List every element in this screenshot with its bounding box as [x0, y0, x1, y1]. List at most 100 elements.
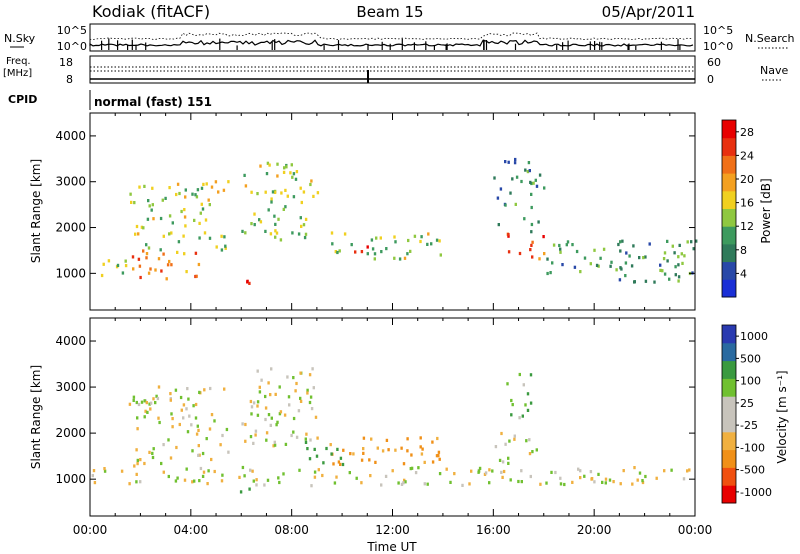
power-panel: 1000 2000 3000 4000 Slant Range [km]	[29, 112, 698, 311]
data-cell	[692, 247, 695, 251]
data-cell	[400, 446, 403, 450]
data-cell	[161, 198, 164, 202]
data-cell	[239, 490, 243, 494]
data-cell	[641, 480, 645, 485]
data-cell	[169, 456, 173, 460]
data-cell	[449, 480, 452, 484]
data-cell	[366, 245, 369, 249]
data-cell	[499, 187, 503, 191]
data-cell	[546, 257, 549, 261]
data-cell	[528, 452, 532, 456]
colorbar-swatch	[722, 449, 736, 468]
data-cell	[102, 262, 105, 266]
data-cell	[420, 235, 423, 239]
data-cell	[256, 404, 259, 408]
data-cell	[413, 234, 417, 238]
data-cell	[619, 240, 622, 244]
colorbar-tick-label: 100	[740, 375, 761, 388]
data-cell	[410, 453, 413, 457]
data-cell	[436, 436, 439, 441]
data-cell	[423, 460, 426, 464]
data-cell	[337, 460, 341, 464]
colorbar-swatch	[722, 120, 736, 139]
data-cell	[619, 482, 622, 486]
data-cell	[252, 479, 255, 483]
data-cell	[514, 202, 517, 206]
data-cell	[145, 252, 149, 256]
data-cell	[132, 267, 135, 271]
data-cell	[391, 469, 394, 473]
data-cell	[530, 243, 533, 247]
data-cell	[406, 252, 409, 256]
data-cell	[677, 275, 681, 279]
data-cell	[241, 422, 244, 426]
data-cell	[184, 195, 187, 199]
data-cell	[370, 238, 374, 242]
data-cell	[159, 248, 162, 252]
colorbar-swatch	[722, 467, 736, 486]
data-cell	[668, 277, 671, 281]
data-cell	[187, 397, 190, 401]
data-cell	[273, 214, 276, 218]
data-cell	[266, 161, 270, 165]
data-cell	[330, 231, 334, 235]
data-cell	[280, 191, 283, 195]
data-cell	[206, 482, 209, 486]
data-cell	[146, 217, 150, 221]
data-cell	[170, 412, 173, 416]
data-cell	[136, 458, 139, 462]
data-cell	[304, 217, 308, 221]
data-cell	[267, 413, 271, 417]
data-cell	[355, 476, 358, 480]
data-cell	[419, 436, 422, 440]
data-cell	[509, 191, 512, 195]
data-cell	[207, 198, 210, 202]
data-cell	[137, 257, 141, 261]
data-cell	[298, 468, 301, 472]
data-cell	[253, 223, 256, 227]
data-cell	[196, 188, 200, 192]
data-cell	[135, 472, 138, 476]
data-cell	[520, 480, 523, 484]
colorbar-swatch	[722, 431, 736, 451]
colorbar-swatch	[722, 325, 736, 344]
data-cell	[264, 406, 268, 410]
data-cell	[409, 249, 412, 253]
data-cell	[311, 367, 314, 371]
data-cell	[304, 440, 308, 444]
data-cell	[518, 251, 522, 256]
data-cell	[615, 268, 618, 272]
data-cell	[124, 264, 128, 268]
data-cell	[171, 221, 174, 225]
data-cell	[677, 279, 680, 283]
data-cell	[253, 212, 256, 216]
data-cell	[631, 482, 634, 486]
data-cell	[274, 222, 277, 226]
data-cell	[103, 469, 107, 473]
y-tick-label: 4000	[55, 129, 86, 143]
data-cell	[312, 386, 315, 390]
data-cell	[670, 468, 673, 472]
data-cell	[254, 429, 258, 433]
data-cell	[148, 204, 151, 208]
data-cell	[193, 479, 196, 483]
data-cell	[195, 274, 198, 278]
data-cell	[530, 205, 533, 210]
data-cell	[309, 438, 312, 442]
data-cell	[150, 208, 153, 212]
data-cell	[182, 403, 186, 407]
data-cell	[529, 474, 532, 479]
data-cell	[139, 480, 142, 484]
data-cell	[248, 487, 251, 491]
data-cell	[674, 265, 677, 269]
data-cell	[305, 432, 308, 436]
data-cell	[559, 476, 562, 480]
data-cell	[270, 197, 273, 201]
data-cell	[303, 236, 307, 240]
colorbar-swatch	[722, 279, 736, 298]
data-cell	[523, 217, 526, 221]
data-cell	[563, 482, 566, 487]
data-cell	[174, 479, 178, 483]
noise-tick-right-top: 10^5	[703, 24, 733, 37]
